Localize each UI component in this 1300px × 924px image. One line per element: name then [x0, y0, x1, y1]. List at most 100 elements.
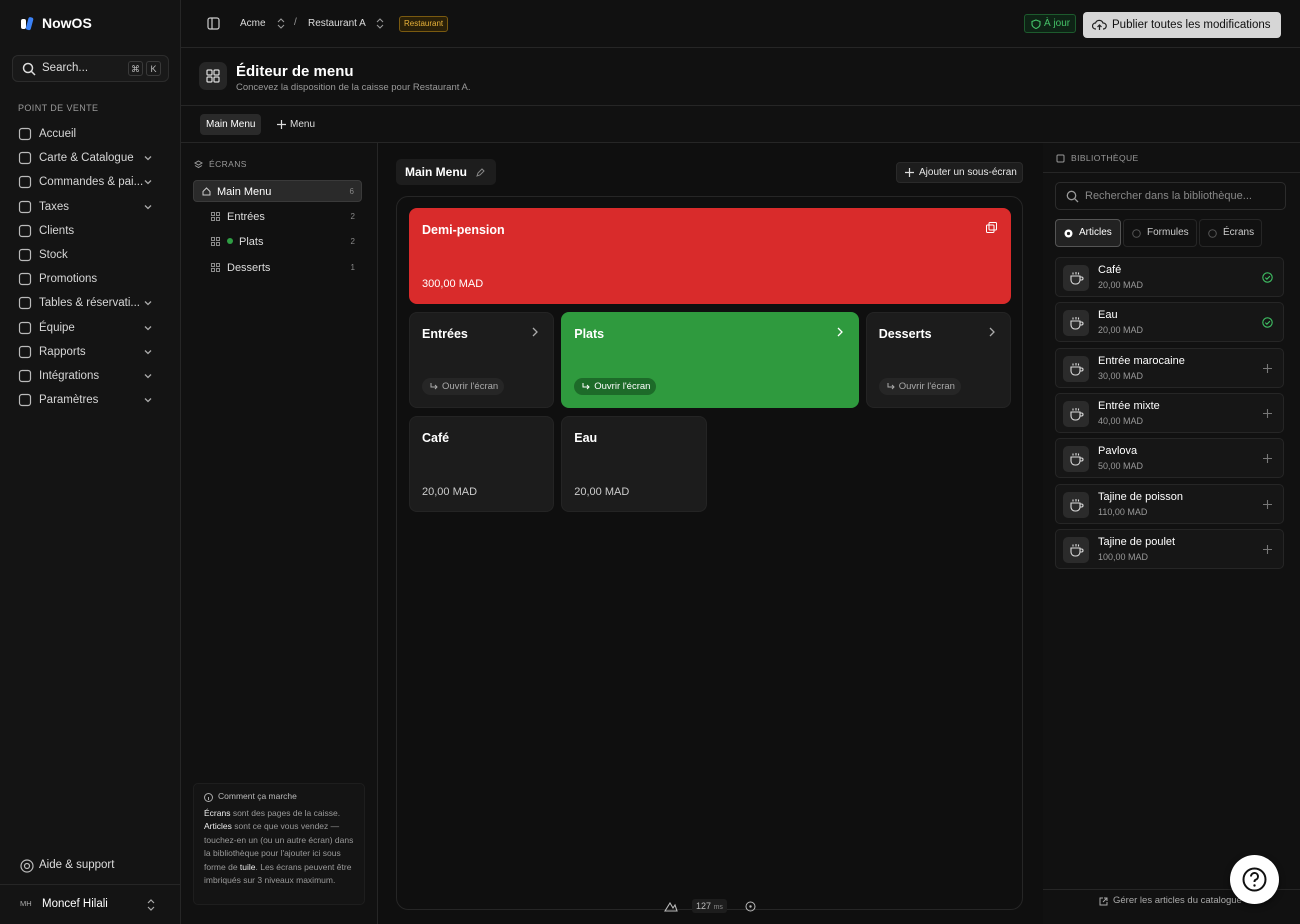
- nav-label: Accueil: [39, 128, 77, 140]
- nav-icon: [18, 224, 32, 237]
- library-tab[interactable]: Formules: [1123, 219, 1197, 247]
- library-item[interactable]: Entrée mixte 40,00 MAD: [1055, 392, 1284, 433]
- nav-item[interactable]: Clients: [18, 220, 168, 242]
- tile-name: Café: [422, 431, 450, 445]
- help-box: Comment ça marche Écrans sont des pages …: [193, 783, 365, 905]
- add-icon[interactable]: [1262, 363, 1273, 377]
- add-icon[interactable]: [1262, 499, 1273, 513]
- node-count: 2: [350, 211, 355, 221]
- nav-item[interactable]: Intégrations: [18, 365, 168, 387]
- help-button[interactable]: [1230, 855, 1279, 904]
- item-name: Tajine de poisson: [1098, 490, 1184, 503]
- chevron: [144, 325, 152, 331]
- library-item[interactable]: Eau 20,00 MAD: [1055, 302, 1284, 343]
- search[interactable]: Search... ⌘ K: [12, 55, 169, 82]
- sidebar: NowOS Search... ⌘ K POINT DE VENTE Accue…: [0, 0, 181, 924]
- tree-node[interactable]: Plats 2: [193, 231, 362, 253]
- nav-item[interactable]: Commandes & pai...: [18, 171, 168, 193]
- add-icon[interactable]: [1262, 544, 1273, 558]
- check: [1262, 272, 1273, 283]
- node-icon: [202, 187, 211, 196]
- help-segment: tuile: [239, 861, 256, 872]
- nav-item[interactable]: Paramètres: [18, 389, 168, 411]
- added-icon: [1262, 272, 1273, 286]
- library-tab[interactable]: Écrans: [1199, 219, 1263, 247]
- item-tile[interactable]: Café 20,00 MAD: [409, 416, 555, 512]
- tree-node[interactable]: Entrées 2: [193, 206, 362, 228]
- screen-title-text: Main Menu: [405, 165, 467, 179]
- nav-item[interactable]: Rapports: [18, 341, 168, 363]
- help-link[interactable]: Aide & support: [39, 859, 115, 871]
- add-menu-text: Menu: [290, 119, 316, 130]
- nav-item[interactable]: Carte & Catalogue: [18, 147, 168, 169]
- manage-link[interactable]: Gérer les articles du catalogue: [1113, 895, 1242, 906]
- add-menu[interactable]: Menu: [271, 114, 321, 135]
- help-segment: Articles: [204, 821, 232, 831]
- nav-item[interactable]: Équipe: [18, 317, 168, 339]
- publish-button[interactable]: Publier toutes les modifications: [1083, 12, 1281, 38]
- topbar: Acme / Restaurant A Restaurant À jour Pu…: [181, 0, 1300, 48]
- item-tile[interactable]: Eau 20,00 MAD: [561, 416, 707, 512]
- search-text: Search...: [42, 62, 89, 74]
- help-segment: Écrans: [204, 807, 231, 818]
- badge: Restaurant: [399, 16, 449, 32]
- return-icon: [582, 383, 590, 390]
- screen-tile[interactable]: Plats Ouvrir l'écran: [561, 312, 859, 408]
- library-item[interactable]: Tajine de poisson 110,00 MAD: [1055, 483, 1284, 524]
- plus-icon: [277, 120, 286, 129]
- library-search[interactable]: Rechercher dans la bibliothèque...: [1055, 182, 1286, 210]
- tile-chevron: [836, 326, 844, 340]
- library-tab[interactable]: Articles: [1055, 219, 1121, 247]
- nav-label: Stock: [39, 249, 68, 261]
- nav-item[interactable]: Stock: [18, 244, 168, 266]
- nav-item[interactable]: Taxes: [18, 196, 168, 218]
- info-icon: [204, 793, 213, 802]
- open-screen[interactable]: Ouvrir l'écran: [574, 378, 657, 395]
- add-icon[interactable]: [1262, 408, 1273, 422]
- chevron: [144, 180, 152, 185]
- open-screen[interactable]: Ouvrir l'écran: [878, 378, 961, 395]
- node-label: Entrées: [227, 210, 265, 223]
- library-item[interactable]: Pavlova 50,00 MAD: [1055, 438, 1284, 479]
- node-icon: [211, 237, 220, 246]
- toggle-sidebar[interactable]: [207, 17, 220, 30]
- org[interactable]: Acme: [240, 18, 266, 29]
- nav-item[interactable]: Promotions: [18, 268, 168, 290]
- screen-title[interactable]: Main Menu: [396, 159, 496, 185]
- divider: [1043, 172, 1300, 173]
- tree-node[interactable]: Desserts 1: [193, 257, 362, 279]
- status: À jour: [1024, 14, 1077, 33]
- nav-item[interactable]: Tables & réservati...: [18, 292, 168, 314]
- item-price: 40,00 MAD: [1098, 415, 1144, 426]
- chevron-right: [989, 327, 995, 337]
- link-icon: [1099, 897, 1108, 906]
- library-item[interactable]: Tajine de poulet 100,00 MAD: [1055, 528, 1284, 569]
- header-icon: [199, 62, 227, 90]
- item-tile[interactable]: Demi-pension 300,00 MAD: [409, 208, 1011, 304]
- add-icon[interactable]: [1262, 453, 1273, 467]
- open-screen[interactable]: Ouvrir l'écran: [422, 378, 505, 395]
- screen-tile[interactable]: Entrées Ouvrir l'écran: [409, 312, 555, 408]
- chevron-right: [837, 327, 843, 337]
- item-name: Tajine de poulet: [1098, 535, 1176, 548]
- user-bar[interactable]: MH Moncef Hilali: [0, 884, 180, 924]
- tree-node[interactable]: Main Menu 6: [193, 180, 362, 202]
- status-text: À jour: [1044, 18, 1071, 29]
- cup: [1070, 543, 1084, 557]
- help-button-icon: [1242, 867, 1267, 892]
- library-item[interactable]: Entrée marocaine 30,00 MAD: [1055, 347, 1284, 388]
- plus: [1263, 363, 1272, 373]
- chevrons: [277, 18, 285, 29]
- menu-tab[interactable]: Main Menu: [200, 114, 262, 135]
- location[interactable]: Restaurant A: [308, 18, 366, 29]
- nav-item[interactable]: Accueil: [18, 123, 168, 145]
- help-title: Comment ça marche: [204, 790, 354, 804]
- screen-tile[interactable]: Desserts Ouvrir l'écran: [865, 312, 1011, 408]
- library-item[interactable]: Café 20,00 MAD: [1055, 257, 1284, 297]
- nav-label: Commandes & pai...: [39, 176, 144, 189]
- item-price: 20,00 MAD: [1098, 280, 1144, 290]
- tile-price: 20,00 MAD: [422, 486, 478, 498]
- add-subscreen[interactable]: Ajouter un sous-écran: [896, 162, 1023, 183]
- logo: [21, 17, 34, 31]
